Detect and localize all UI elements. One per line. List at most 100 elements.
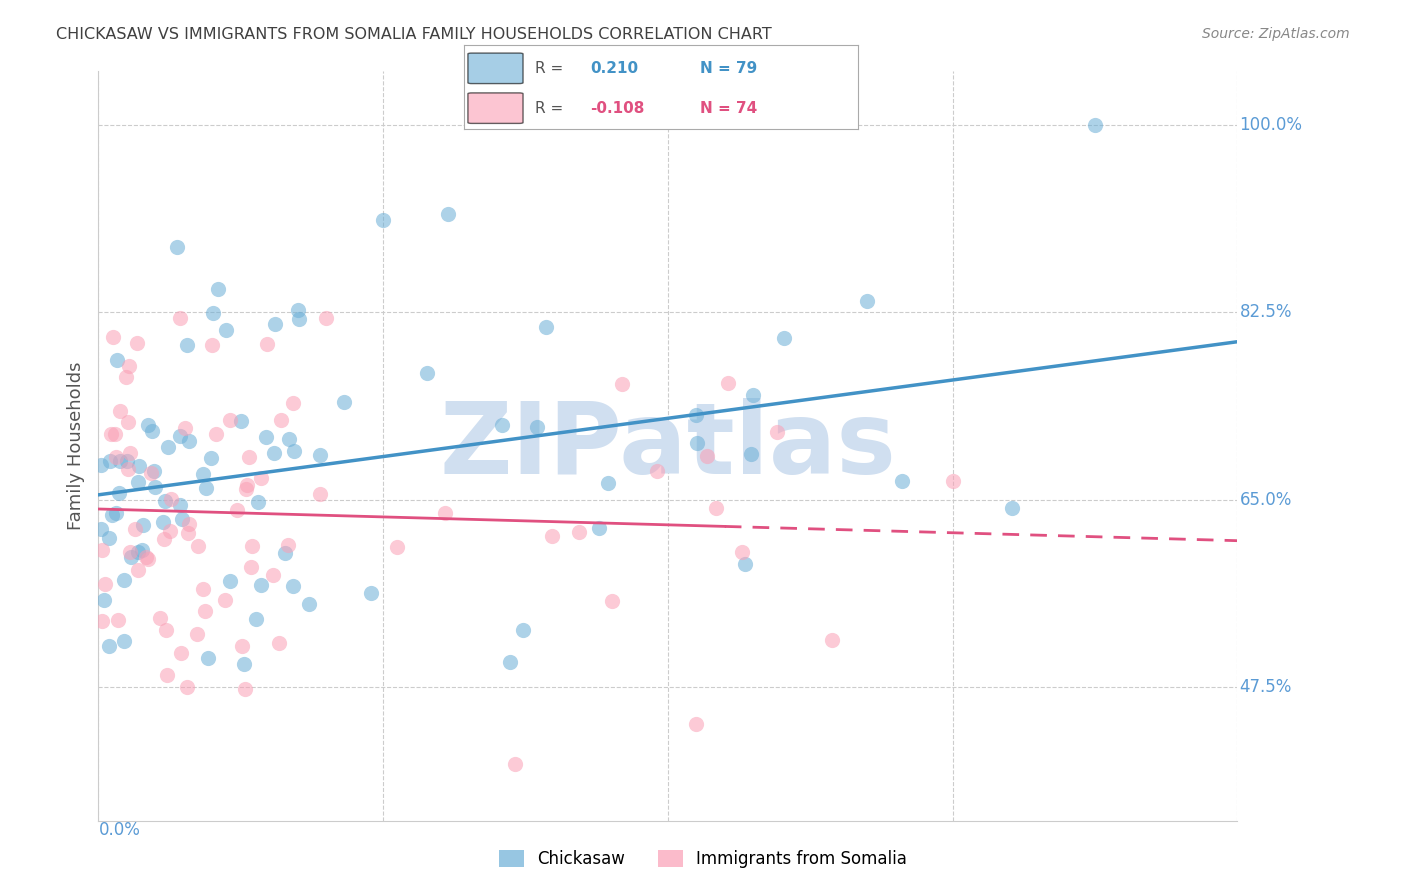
Point: [177, 434, 200, 448]
Point: [215, 323, 238, 337]
Point: [149, 611, 172, 625]
Point: [567, 524, 589, 539]
Point: [588, 521, 610, 535]
Text: 65.0%: 65.0%: [1240, 491, 1292, 508]
Point: [94, 576, 117, 591]
Point: [207, 282, 229, 296]
Point: [169, 646, 191, 660]
Point: [127, 475, 149, 489]
Y-axis label: Family Households: Family Households: [66, 362, 84, 530]
Point: [112, 634, 135, 648]
Point: [499, 656, 522, 670]
Point: [169, 499, 191, 513]
Point: [540, 529, 562, 543]
Point: [686, 435, 709, 450]
Point: [214, 593, 236, 607]
Point: [277, 537, 299, 551]
Point: [288, 311, 311, 326]
Point: [416, 366, 439, 380]
Point: [136, 418, 159, 433]
Point: [308, 448, 330, 462]
Point: [108, 404, 131, 418]
Point: [108, 485, 131, 500]
Point: [187, 539, 209, 553]
Point: [104, 450, 127, 464]
Point: [283, 578, 305, 592]
Point: [256, 430, 278, 444]
Point: [247, 495, 270, 509]
Point: [270, 413, 292, 427]
Point: [231, 639, 253, 653]
Point: [596, 476, 619, 491]
Point: [1084, 118, 1107, 132]
Point: [112, 573, 135, 587]
Text: 0.210: 0.210: [591, 61, 638, 76]
Point: [117, 462, 139, 476]
Point: [245, 612, 267, 626]
Point: [534, 319, 557, 334]
Point: [153, 493, 176, 508]
Point: [177, 525, 200, 540]
Point: [128, 459, 150, 474]
Point: [256, 337, 278, 351]
Point: [512, 623, 534, 637]
Point: [117, 454, 139, 468]
Point: [269, 636, 291, 650]
FancyBboxPatch shape: [468, 93, 523, 123]
Point: [717, 376, 740, 390]
Point: [226, 503, 249, 517]
Point: [233, 681, 256, 696]
Text: 47.5%: 47.5%: [1240, 678, 1292, 696]
Text: R =: R =: [534, 101, 568, 116]
Point: [139, 466, 162, 480]
Point: [107, 613, 129, 627]
Point: [98, 454, 121, 468]
Text: R =: R =: [534, 61, 568, 76]
Point: [1001, 501, 1024, 516]
Point: [118, 359, 141, 373]
Point: [166, 240, 188, 254]
Point: [176, 680, 198, 694]
Point: [283, 444, 305, 458]
Point: [526, 420, 548, 434]
Point: [262, 568, 284, 582]
Point: [250, 578, 273, 592]
Point: [91, 614, 114, 628]
Text: 82.5%: 82.5%: [1240, 303, 1292, 321]
Point: [132, 517, 155, 532]
Point: [98, 531, 121, 545]
Point: [200, 451, 222, 466]
Point: [93, 593, 115, 607]
Point: [120, 549, 142, 564]
Point: [231, 413, 253, 427]
Point: [97, 639, 120, 653]
Point: [127, 563, 149, 577]
Point: [436, 207, 458, 221]
Point: [856, 293, 879, 308]
Point: [766, 425, 789, 440]
Point: [278, 432, 301, 446]
Point: [193, 582, 215, 596]
Point: [734, 557, 756, 571]
Point: [176, 338, 198, 352]
Point: [143, 479, 166, 493]
Text: CHICKASAW VS IMMIGRANTS FROM SOMALIA FAMILY HOUSEHOLDS CORRELATION CHART: CHICKASAW VS IMMIGRANTS FROM SOMALIA FAM…: [56, 27, 772, 42]
Point: [645, 464, 668, 478]
Point: [152, 532, 174, 546]
Point: [274, 546, 297, 560]
Point: [201, 338, 224, 352]
Point: [942, 474, 965, 488]
Text: ZIPatlas: ZIPatlas: [440, 398, 896, 494]
Point: [169, 310, 191, 325]
Text: 0.0%: 0.0%: [98, 821, 141, 838]
Point: [124, 522, 146, 536]
Point: [696, 449, 718, 463]
Point: [156, 440, 179, 454]
Point: [127, 545, 149, 559]
Point: [108, 454, 131, 468]
Point: [114, 370, 136, 384]
Point: [263, 446, 285, 460]
Point: [704, 500, 727, 515]
Point: [287, 302, 309, 317]
Point: [731, 545, 754, 559]
